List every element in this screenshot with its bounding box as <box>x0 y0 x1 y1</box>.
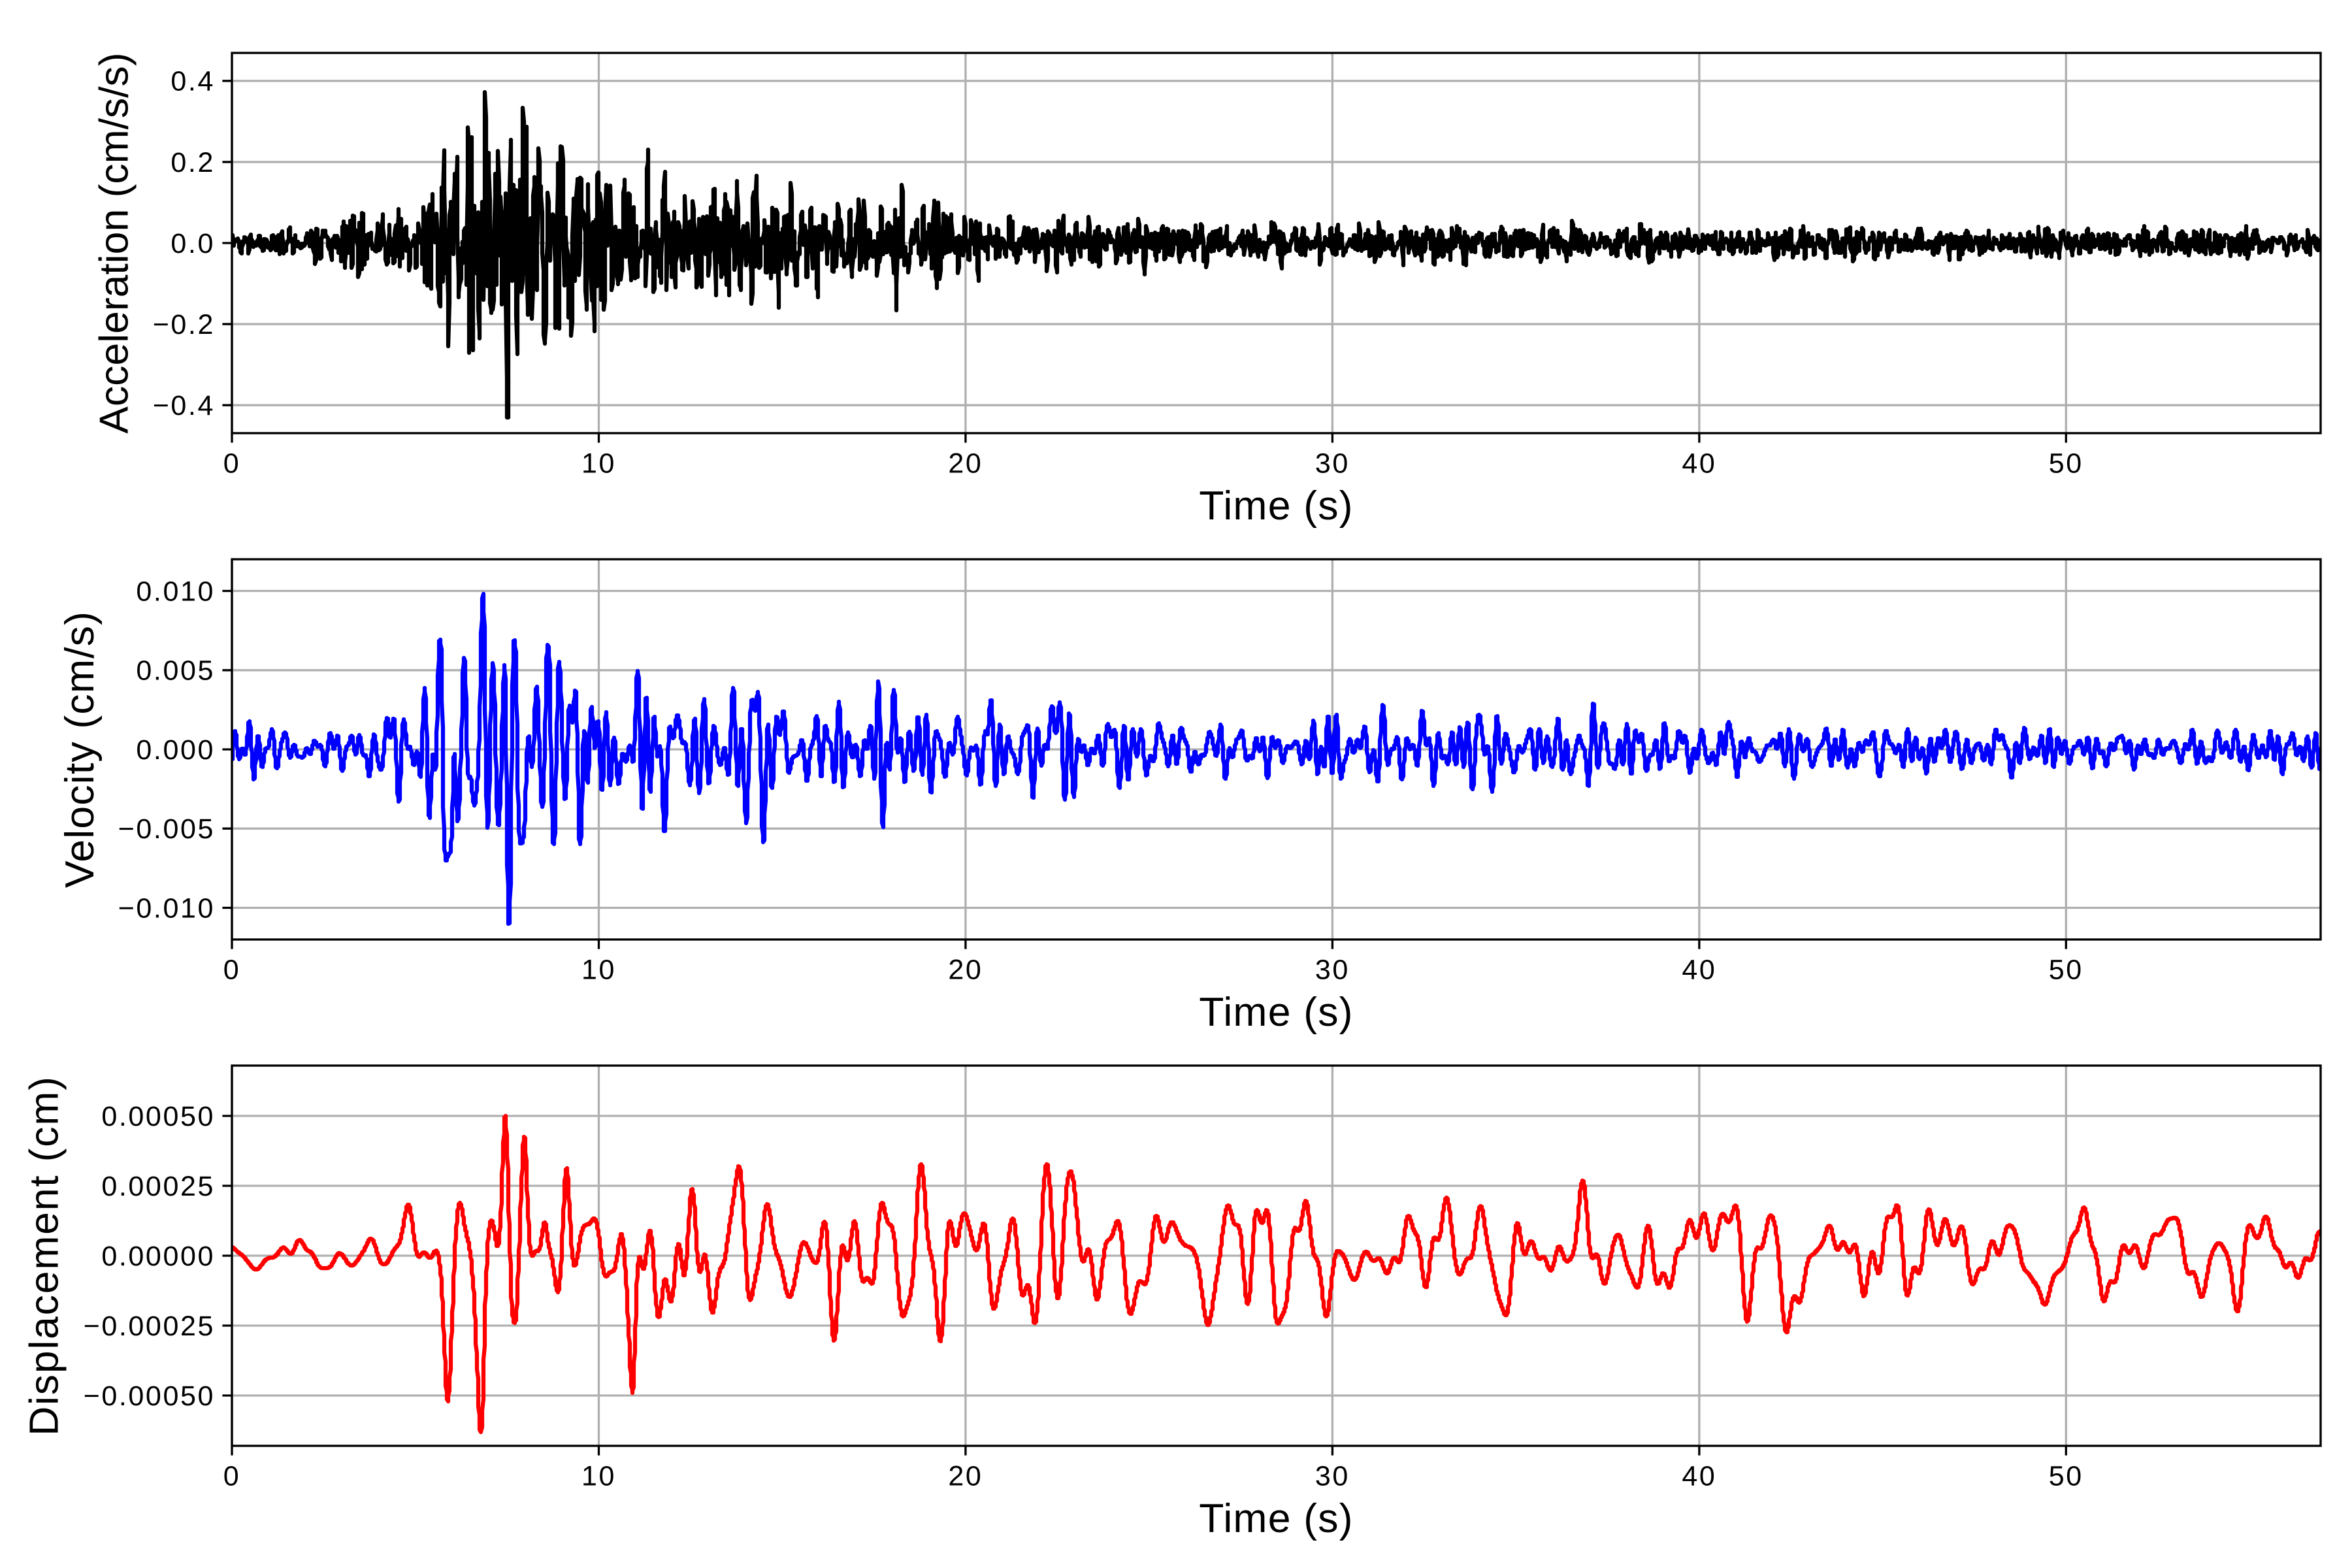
svg-text:0: 0 <box>223 954 241 985</box>
svg-text:10: 10 <box>581 1460 616 1492</box>
svg-text:−0.00050: −0.00050 <box>84 1380 215 1412</box>
svg-text:40: 40 <box>1682 954 1716 985</box>
svg-text:50: 50 <box>2049 954 2083 985</box>
svg-text:0.2: 0.2 <box>171 147 215 178</box>
svg-text:50: 50 <box>2049 448 2083 479</box>
svg-text:0.00025: 0.00025 <box>101 1171 215 1202</box>
svg-text:30: 30 <box>1315 448 1350 479</box>
svg-text:0.000: 0.000 <box>136 734 215 766</box>
svg-text:0.00050: 0.00050 <box>101 1101 215 1132</box>
svg-text:20: 20 <box>948 1460 983 1492</box>
svg-text:Displacement (cm): Displacement (cm) <box>22 1075 67 1436</box>
svg-text:0.4: 0.4 <box>171 66 215 97</box>
svg-text:0: 0 <box>223 448 241 479</box>
svg-text:Time (s): Time (s) <box>1199 1495 1353 1541</box>
svg-text:Time (s): Time (s) <box>1199 483 1353 529</box>
svg-text:Time (s): Time (s) <box>1199 989 1353 1035</box>
svg-text:0.010: 0.010 <box>136 576 215 607</box>
svg-text:0: 0 <box>223 1460 241 1492</box>
svg-text:−0.010: −0.010 <box>118 892 215 924</box>
svg-text:10: 10 <box>581 954 616 985</box>
svg-text:−0.2: −0.2 <box>153 309 215 340</box>
svg-text:−0.4: −0.4 <box>153 390 215 421</box>
svg-text:40: 40 <box>1682 1460 1716 1492</box>
svg-text:0.005: 0.005 <box>136 655 215 687</box>
svg-text:−0.005: −0.005 <box>118 813 215 845</box>
svg-text:50: 50 <box>2049 1460 2083 1492</box>
svg-text:0.00000: 0.00000 <box>101 1241 215 1272</box>
svg-text:30: 30 <box>1315 1460 1350 1492</box>
svg-text:40: 40 <box>1682 448 1716 479</box>
svg-text:10: 10 <box>581 448 616 479</box>
svg-text:20: 20 <box>948 954 983 985</box>
svg-text:0.0: 0.0 <box>171 228 215 259</box>
svg-text:20: 20 <box>948 448 983 479</box>
svg-text:Acceleration (cm/s/s): Acceleration (cm/s/s) <box>91 52 137 433</box>
svg-text:30: 30 <box>1315 954 1350 985</box>
svg-text:−0.00025: −0.00025 <box>84 1311 215 1342</box>
svg-text:Velocity (cm/s): Velocity (cm/s) <box>57 611 103 888</box>
